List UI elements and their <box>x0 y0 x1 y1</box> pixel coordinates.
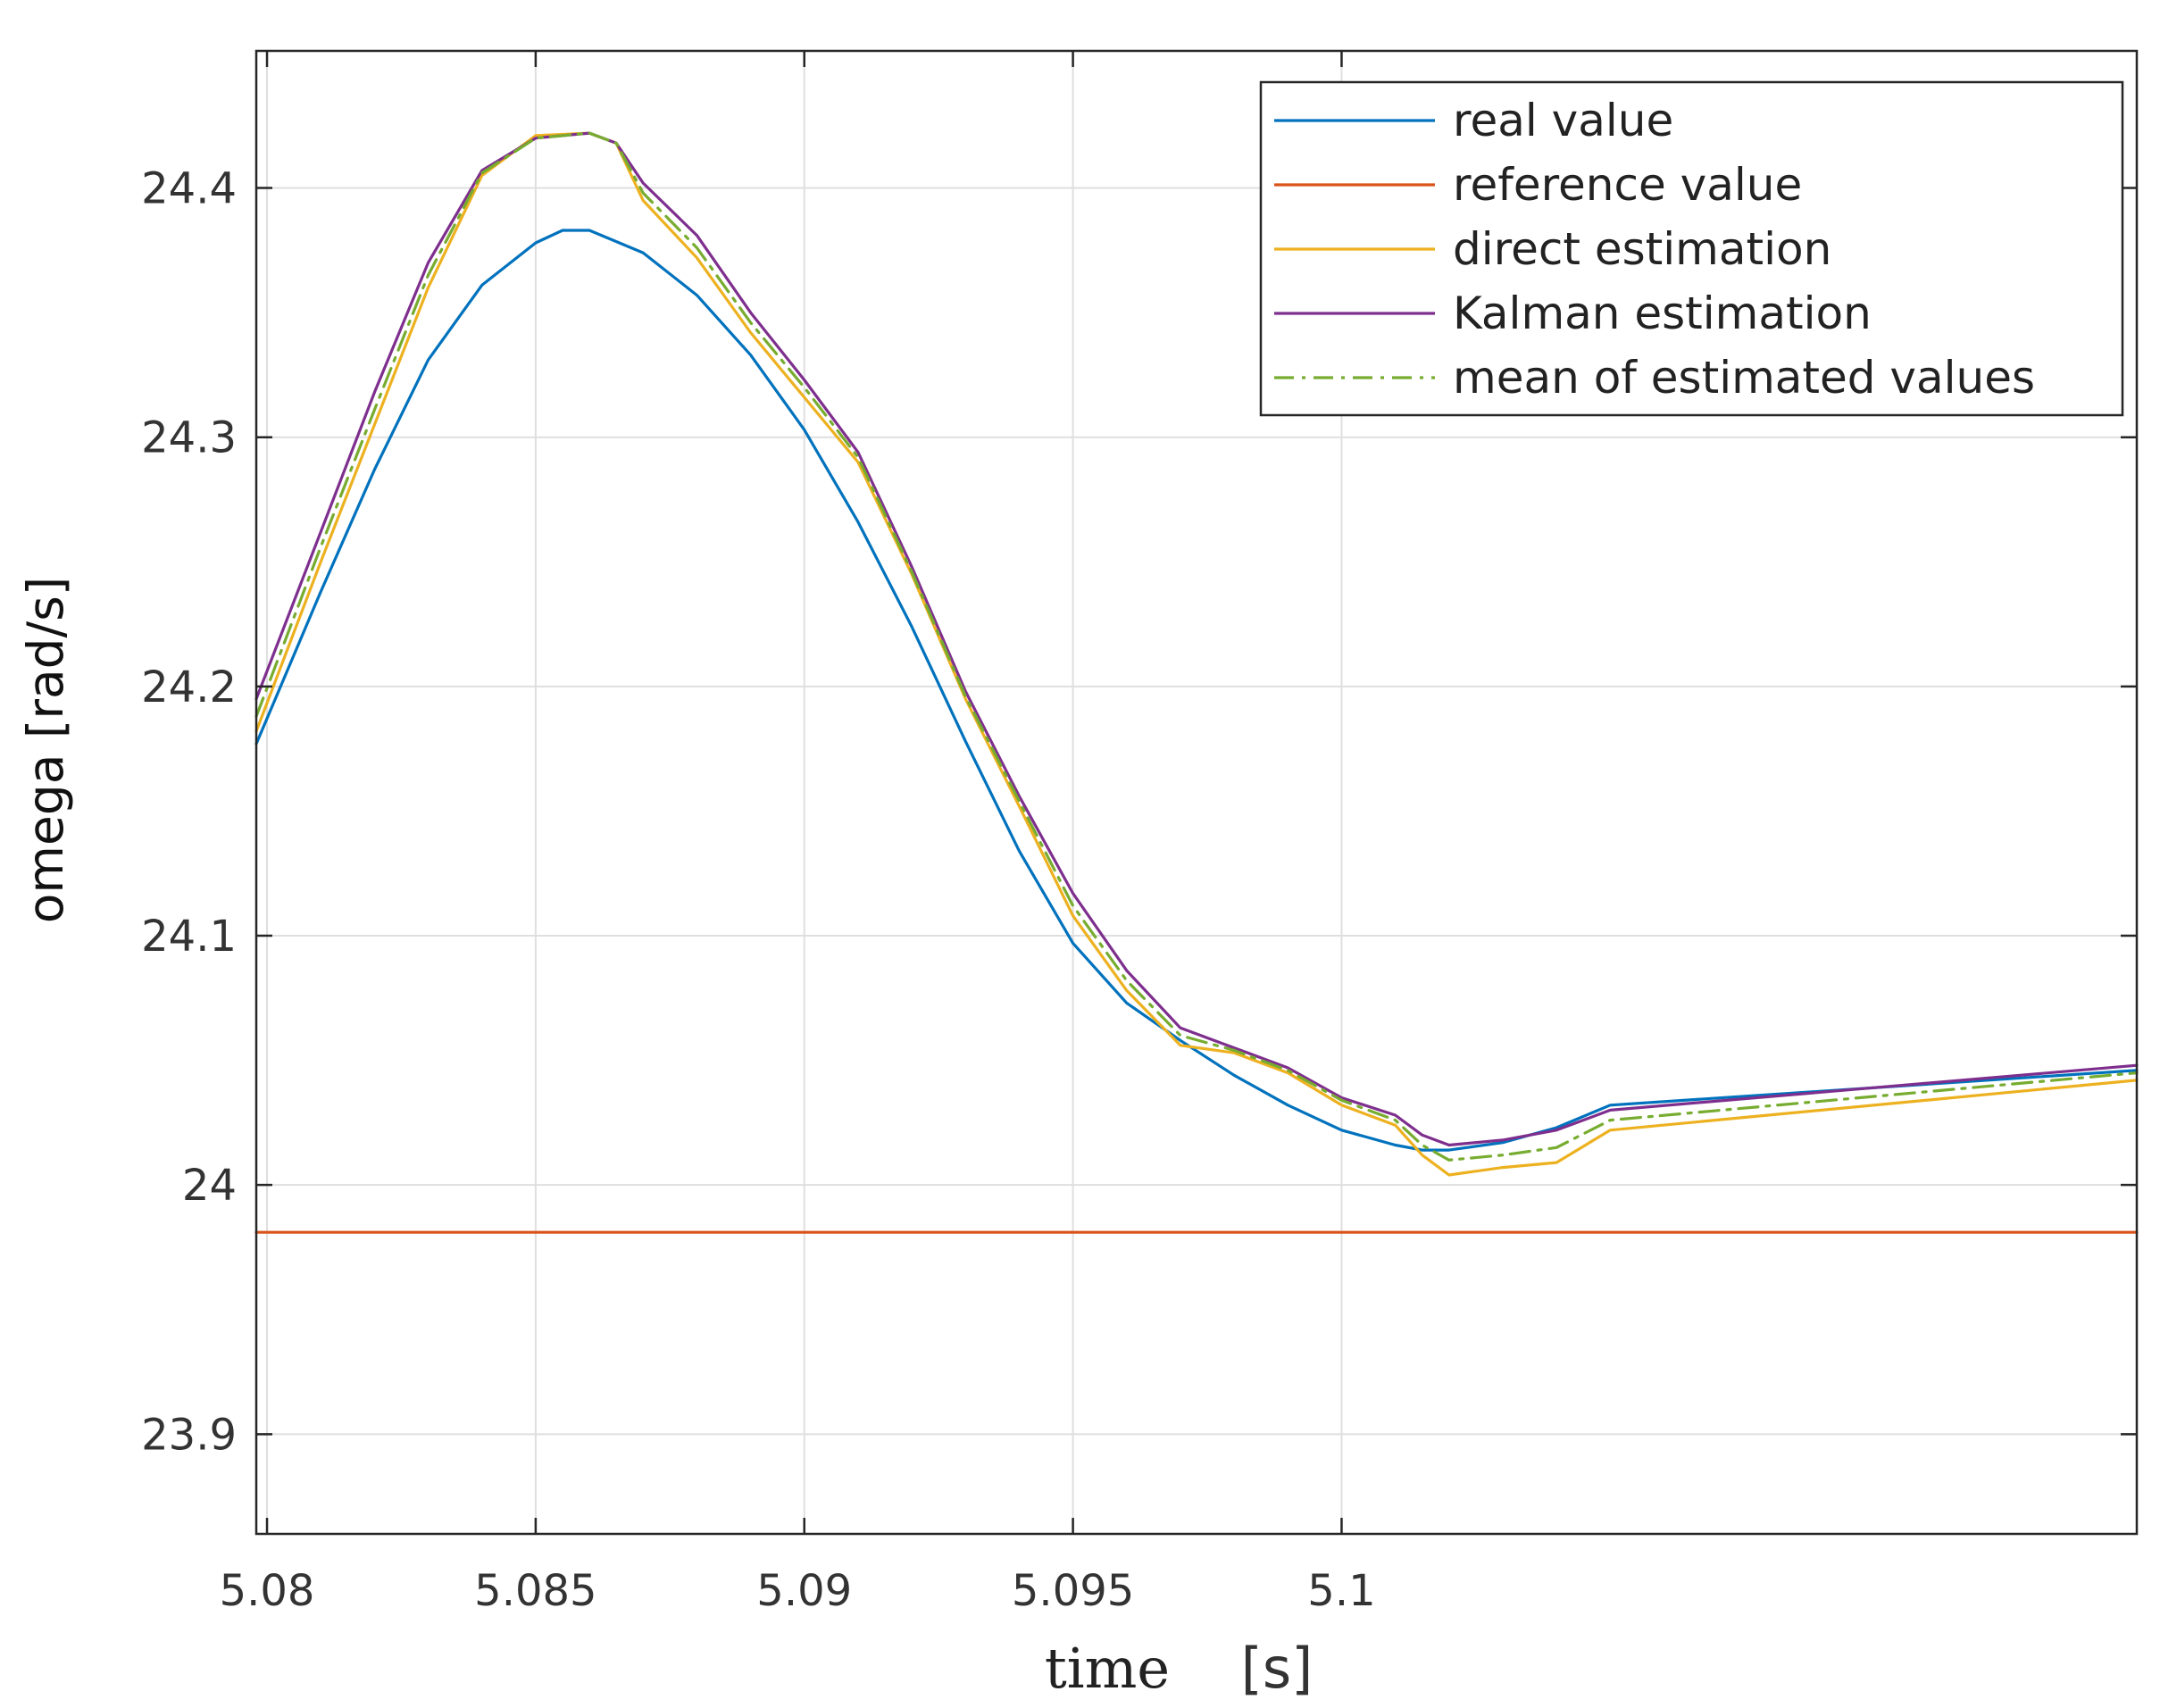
y-tick-label: 24 <box>182 1161 237 1211</box>
y-tick-label: 24.4 <box>141 164 237 214</box>
legend: real value reference value direct estimati… <box>1259 80 2124 417</box>
axes <box>254 49 2139 1536</box>
x-tick-label: 5.1 <box>1307 1566 1375 1616</box>
x-tick-label: 5.085 <box>474 1566 596 1616</box>
series-line-real-value <box>254 229 2139 1152</box>
y-tick-label: 24.1 <box>141 912 237 962</box>
series-line-mean-of-estimated-values <box>254 131 2139 1162</box>
legend-label-mean-of-estimated-values: mean of estimated values <box>1453 352 2035 404</box>
y-tick-label: 24.3 <box>141 413 237 463</box>
legend-label-reference-value: reference value <box>1453 159 1802 211</box>
x-axis-label: time <box>1045 1636 1170 1701</box>
x-tick-label: 5.095 <box>1012 1566 1134 1616</box>
x-tick-label: 5.09 <box>756 1566 852 1616</box>
y-tick-label: 23.9 <box>141 1410 237 1460</box>
legend-label-kalman-estimation: Kalman estimation <box>1453 287 1872 339</box>
ticks: 5.08 5.085 5.09 5.095 5.1 23.9 24 24.1 24.2 24.3 2… <box>141 51 2137 1616</box>
legend-label-direct-estimation: direct estimation <box>1453 223 1831 275</box>
x-axis-unit: [s] <box>1241 1636 1314 1701</box>
series-lines <box>254 131 2139 1234</box>
plot-area-frame <box>254 49 2139 1536</box>
y-axis-label: omega [rad/s] <box>17 577 74 924</box>
x-tick-label: 5.08 <box>220 1566 315 1616</box>
legend-label-real-value: real value <box>1453 95 1673 146</box>
y-tick-label: 24.2 <box>141 662 237 712</box>
